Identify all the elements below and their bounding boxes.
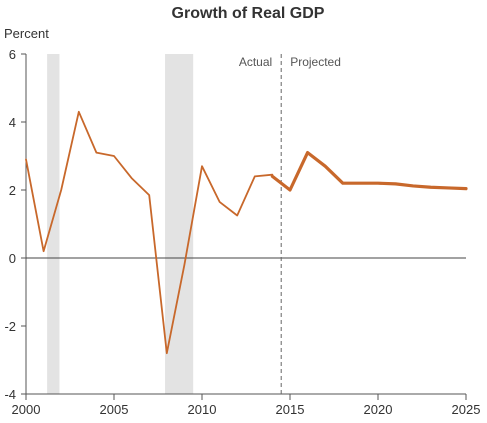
x-tick-label: 2025 — [452, 402, 481, 417]
y-tick-label: 4 — [9, 115, 16, 130]
y-tick-labels: -4 -2 0 2 4 6 — [4, 47, 16, 402]
axes — [21, 53, 467, 400]
projected-gdp-line — [270, 151, 468, 192]
actual-label: Actual — [239, 55, 272, 69]
x-tick-labels: 2000 2005 2010 2015 2020 2025 — [12, 402, 481, 417]
series-lines — [25, 110, 468, 355]
projected-label: Projected — [290, 55, 341, 69]
x-tick-label: 2010 — [188, 402, 217, 417]
y-tick-label: -2 — [4, 319, 16, 334]
y-tick-label: 6 — [9, 47, 16, 62]
y-tick-label: 2 — [9, 183, 16, 198]
y-axis-label: Percent — [4, 26, 49, 41]
y-tick-label: 0 — [9, 251, 16, 266]
y-tick-label: -4 — [4, 387, 16, 402]
x-tick-label: 2000 — [12, 402, 41, 417]
x-tick-label: 2020 — [364, 402, 393, 417]
recession-band-1 — [47, 54, 60, 394]
recession-shading — [47, 54, 194, 394]
chart-title: Growth of Real GDP — [172, 5, 325, 22]
x-tick-label: 2015 — [276, 402, 305, 417]
x-tick-label: 2005 — [100, 402, 129, 417]
actual-gdp-line — [25, 110, 274, 355]
